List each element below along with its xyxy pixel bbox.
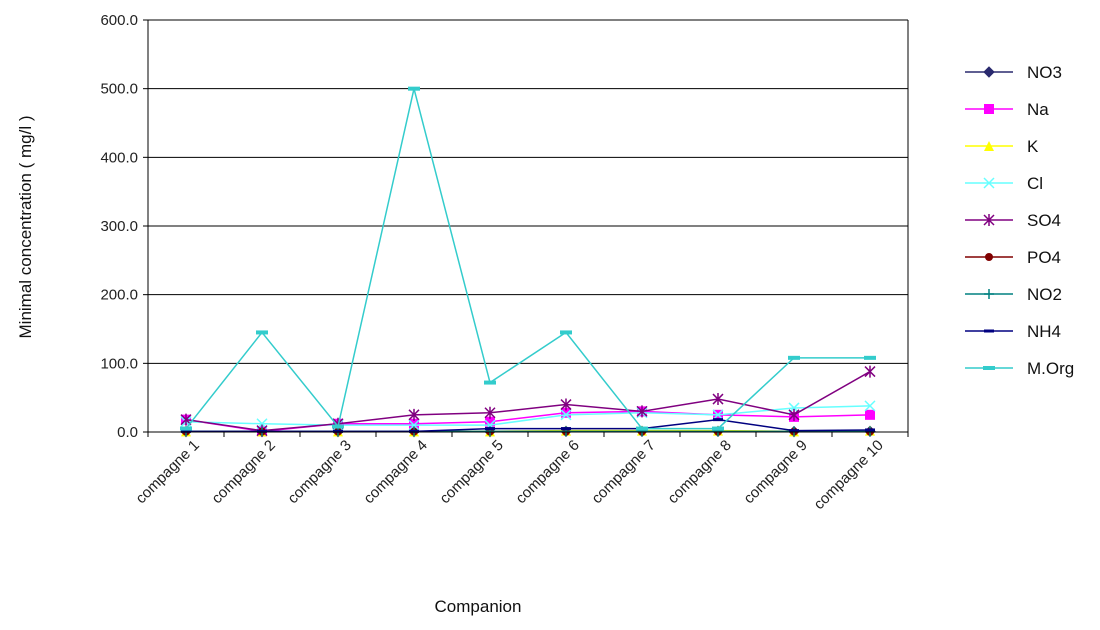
data-point-so4: [560, 398, 572, 411]
x-tick-label: compagne 4: [360, 437, 430, 507]
data-point-nh4: [485, 427, 495, 431]
data-point-m-org: [712, 426, 724, 431]
legend-label: NO2: [1027, 285, 1062, 304]
x-tick-label: compagne 3: [284, 437, 354, 507]
data-point-m-org: [180, 426, 192, 431]
legend-marker: [983, 366, 995, 370]
y-tick-label: 400.0: [100, 149, 138, 166]
data-point-so4: [636, 405, 648, 418]
y-tick-label: 300.0: [100, 218, 138, 235]
legend-marker: [984, 141, 994, 151]
legend-marker: [985, 253, 993, 261]
legend-marker: [984, 104, 994, 114]
data-point-nh4: [865, 428, 875, 432]
data-point-nh4: [789, 429, 799, 433]
data-point-na: [865, 409, 875, 420]
data-point-m-org: [560, 330, 572, 335]
legend-marker: [983, 214, 995, 226]
data-point-cl: [560, 409, 572, 421]
x-tick-label: compagne 7: [588, 437, 658, 507]
data-point-m-org: [484, 380, 496, 385]
y-tick-label: 200.0: [100, 287, 138, 304]
axes: [147, 20, 909, 433]
data-point-cl: [864, 400, 876, 412]
data-point-m-org: [256, 330, 268, 335]
data-point-so4: [788, 408, 800, 421]
data-point-so4: [864, 365, 876, 378]
legend: NO3 Na K Cl SO4 PO4 NO2 NH4 M.Org: [965, 63, 1074, 378]
data-point-nh4: [713, 418, 723, 422]
data-point-so4: [712, 393, 724, 406]
x-axis-title: Companion: [435, 597, 522, 616]
grid-lines: [148, 19, 908, 364]
legend-item-no2: NO2: [965, 285, 1062, 304]
data-point-m-org: [636, 426, 648, 431]
legend-item-no3: NO3: [965, 63, 1062, 82]
series-line-nh4: [186, 418, 871, 433]
data-point-m-org: [788, 355, 800, 360]
legend-label: PO4: [1027, 248, 1061, 267]
x-tick-label: compagne 5: [436, 437, 506, 507]
legend-label: SO4: [1027, 211, 1061, 230]
data-point-nh4: [333, 429, 343, 433]
legend-label: NH4: [1027, 322, 1061, 341]
series-m-org: [180, 86, 876, 431]
data-point-nh4: [561, 427, 571, 431]
legend-item-k: K: [965, 137, 1039, 156]
legend-marker: [984, 329, 994, 333]
y-tick-label: 0.0: [117, 424, 138, 441]
series-line-so4: [185, 370, 871, 432]
series-line-m-org: [185, 88, 870, 430]
x-tick-label: compagne 1: [132, 437, 202, 507]
x-tick-labels: compagne 1 compagne 2 compagne 3 compagne 4…: [132, 432, 909, 513]
data-point-so4: [484, 406, 496, 419]
series-so4: [180, 365, 876, 437]
legend-marker: [983, 177, 995, 189]
y-tick-labels: 0.0 100.0 200.0 300.0 400.0 500.0 600.0: [100, 12, 148, 441]
data-point-so4: [180, 413, 192, 426]
legend-label: K: [1027, 137, 1039, 156]
data-point-cl: [408, 419, 420, 431]
legend-item-m-org: M.Org: [965, 359, 1074, 378]
data-point-m-org: [864, 355, 876, 360]
y-tick-label: 600.0: [100, 12, 138, 29]
legend-label: M.Org: [1027, 359, 1074, 378]
data-point-so4: [408, 408, 420, 421]
series-lines: [180, 86, 876, 438]
legend-item-cl: Cl: [965, 174, 1043, 193]
legend-item-nh4: NH4: [965, 322, 1061, 341]
x-tick-label: compagne 10: [811, 437, 887, 513]
data-point-nh4: [181, 429, 191, 433]
data-point-nh4: [409, 429, 419, 433]
series-line-cl: [185, 405, 871, 426]
legend-marker: [983, 66, 995, 78]
legend-item-so4: SO4: [965, 211, 1061, 230]
data-point-na: [485, 416, 495, 427]
legend-item-na: Na: [965, 100, 1049, 119]
data-point-na: [409, 418, 419, 429]
data-point-m-org: [332, 424, 344, 429]
data-point-m-org: [408, 86, 420, 91]
legend-label: Na: [1027, 100, 1049, 119]
y-tick-label: 100.0: [100, 355, 138, 372]
y-tick-label: 500.0: [100, 81, 138, 98]
y-axis-title: Minimal concentration ( mg/l ): [16, 116, 35, 339]
x-tick-label: compagne 9: [740, 437, 810, 507]
legend-label: Cl: [1027, 174, 1043, 193]
legend-label: NO3: [1027, 63, 1062, 82]
data-point-na: [561, 407, 571, 418]
data-point-nh4: [257, 429, 267, 433]
x-tick-label: compagne 2: [208, 437, 278, 507]
legend-marker: [984, 289, 994, 299]
x-tick-label: compagne 6: [512, 437, 582, 507]
legend-item-po4: PO4: [965, 248, 1061, 267]
x-tick-label: compagne 8: [664, 437, 734, 507]
